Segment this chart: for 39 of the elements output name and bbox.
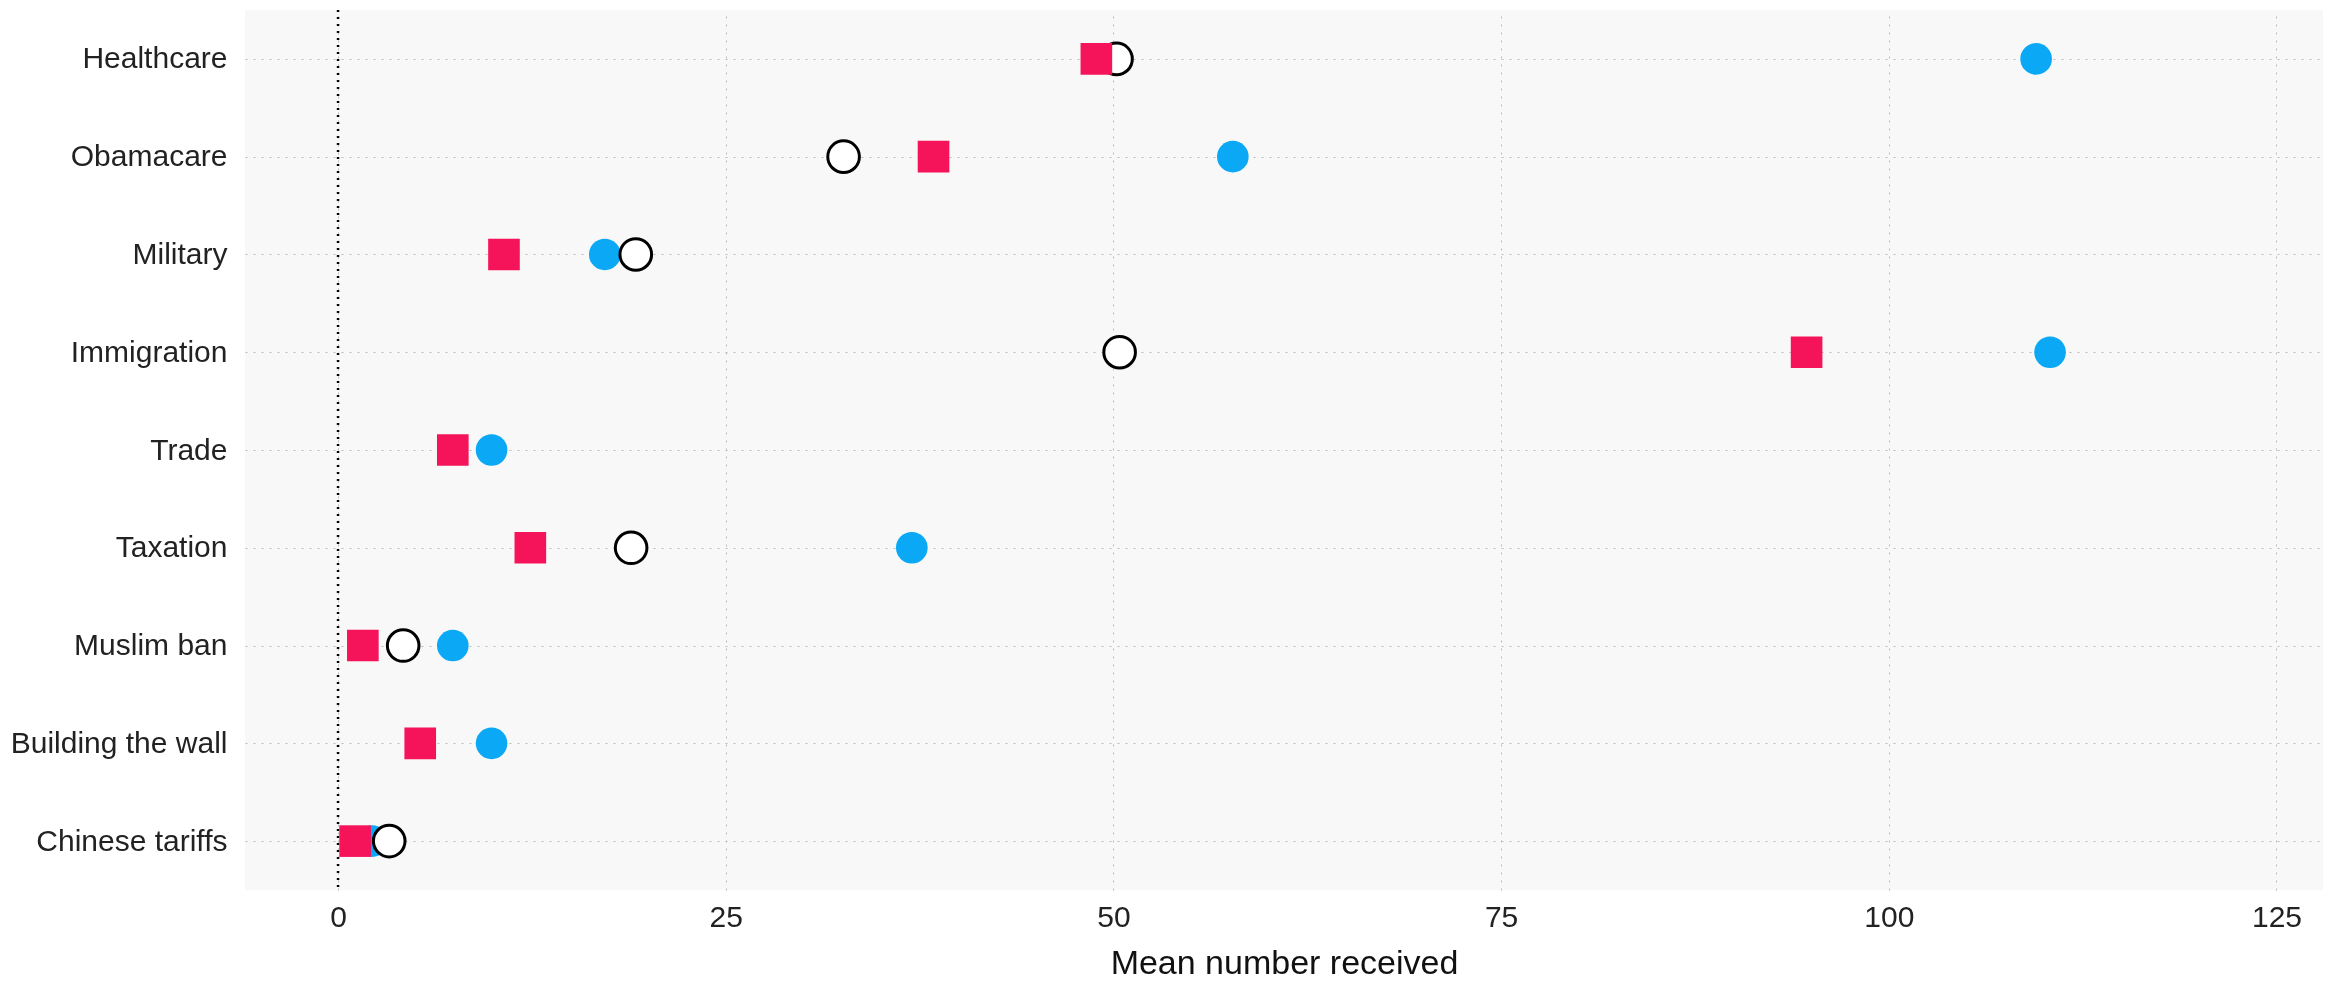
y-tick-label: Healthcare [82, 41, 228, 75]
point [436, 629, 469, 662]
x-tick-label: 25 [709, 899, 743, 933]
y-tick-label: Muslim ban [74, 628, 228, 662]
point [514, 531, 547, 564]
x-tick-label: 125 [2251, 899, 2303, 933]
point [1080, 43, 1113, 75]
point [436, 434, 469, 466]
point [404, 727, 437, 760]
x-tick-label: 50 [1097, 899, 1131, 933]
y-tick-label: Obamacare [70, 139, 228, 173]
point [475, 434, 508, 466]
point [826, 139, 861, 174]
x-tick-label: 75 [1484, 899, 1519, 933]
y-tick-label: Building the wall [10, 725, 228, 759]
y-tick-label: Taxation [115, 530, 228, 564]
point [896, 532, 928, 564]
point [347, 629, 379, 662]
point [618, 237, 654, 272]
point [385, 628, 421, 663]
point [2034, 336, 2066, 368]
point [339, 825, 371, 857]
point [1102, 334, 1137, 370]
point [371, 823, 407, 859]
x-tick-label: 100 [1864, 899, 1915, 933]
y-tick-label: Immigration [70, 334, 228, 368]
x-tick-label: 0 [330, 899, 347, 933]
point [1217, 140, 1249, 173]
point [475, 727, 508, 760]
point [613, 530, 649, 566]
y-tick-label: Chinese tariffs [36, 823, 228, 857]
point [1790, 336, 1823, 369]
point [917, 140, 950, 173]
point [588, 238, 621, 271]
y-tick-label: Trade [150, 432, 228, 466]
point [2020, 43, 2052, 75]
y-tick-label: Military [132, 236, 228, 270]
x-axis-title: Mean number received [1110, 942, 1459, 981]
point [488, 238, 520, 271]
